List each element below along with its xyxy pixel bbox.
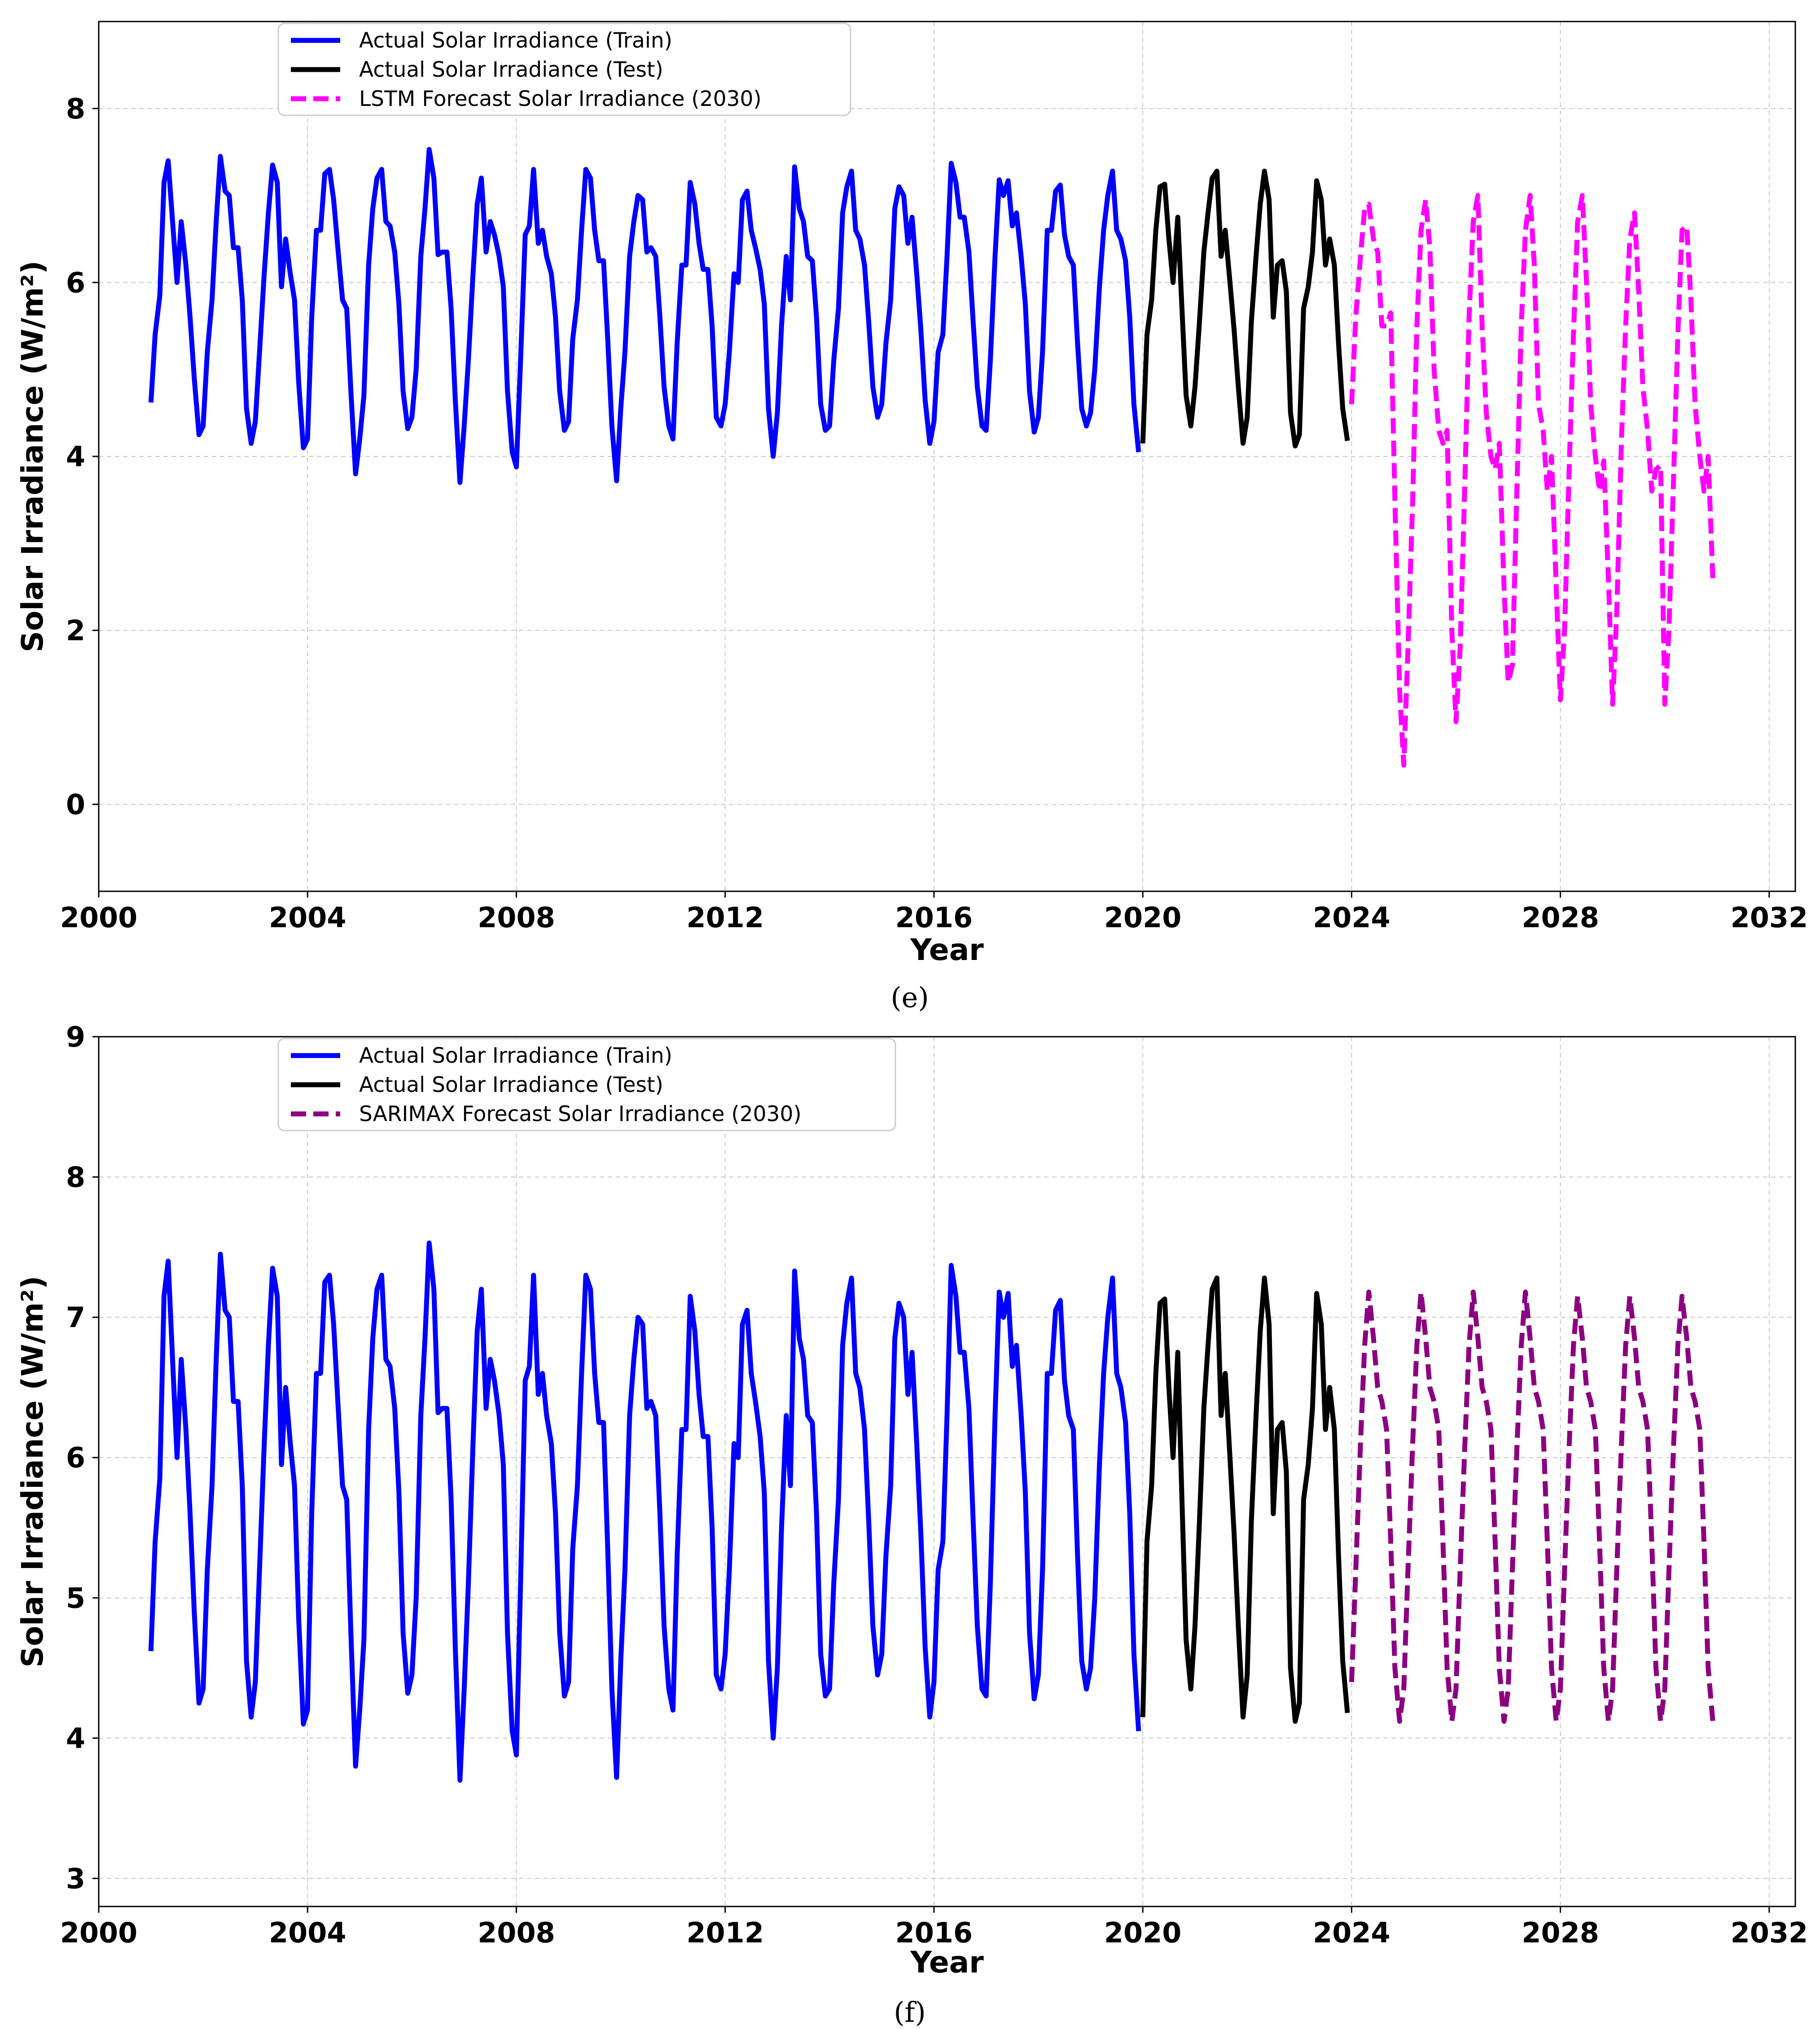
chart-panel-e: 2000 2004 2008 2012 2016 2020 2024 2028 2032 0 2 4 6… <box>15 21 1808 1014</box>
legend: Actual Solar Irradiance (Train) Actual So… <box>277 1038 896 1131</box>
x-tick-label: 2020 <box>1104 901 1182 934</box>
x-tick-label: 2032 <box>1731 901 1808 934</box>
x-tick-label: 2024 <box>1313 1916 1390 1949</box>
series-line-train <box>148 1240 1141 1783</box>
x-axis-title: Year <box>910 1945 984 1980</box>
series-line-forecast <box>1349 1289 1715 1724</box>
x-tick-label: 2000 <box>60 901 138 934</box>
y-tick-label: 7 <box>66 1301 85 1334</box>
y-tick-label: 4 <box>66 1722 85 1755</box>
y-tick-label: 4 <box>66 440 85 473</box>
legend-label: Actual Solar Irradiance (Train) <box>359 28 672 53</box>
x-tick-label: 2008 <box>478 1916 555 1949</box>
legend-label: Actual Solar Irradiance (Test) <box>359 57 663 82</box>
y-tick-label: 5 <box>66 1582 85 1614</box>
x-tick-label: 2028 <box>1522 1916 1599 1949</box>
legend-label: Actual Solar Irradiance (Train) <box>359 1043 672 1068</box>
x-tick-label: 2000 <box>60 1916 138 1949</box>
legend-label: LSTM Forecast Solar Irradiance (2030) <box>359 87 762 111</box>
y-tick-label: 2 <box>66 614 85 647</box>
legend-label: SARIMAX Forecast Solar Irradiance (2030) <box>359 1102 802 1126</box>
x-tick-label: 2008 <box>478 901 555 934</box>
legend-label: Actual Solar Irradiance (Test) <box>359 1073 663 1097</box>
x-tick-label: 2012 <box>686 901 764 934</box>
y-tick-label: 8 <box>66 92 85 125</box>
chart-panel-f: 2000 2004 2008 2012 2016 2020 2024 2028 2032 3 4 5 6… <box>15 1021 1808 2029</box>
panel-label: (e) <box>890 981 929 1014</box>
x-tick-label: 2032 <box>1731 1916 1808 1949</box>
panel-label: (f) <box>894 1996 925 2029</box>
y-axis-title: Solar Irradiance (W/m²) <box>15 261 50 653</box>
y-tick-label: 6 <box>66 266 85 299</box>
y-axis-title: Solar Irradiance (W/m²) <box>15 1276 50 1668</box>
x-axis-title: Year <box>910 933 984 967</box>
legend-box <box>277 22 851 116</box>
series-line-test <box>1140 168 1350 449</box>
x-tick-label: 2024 <box>1313 901 1390 934</box>
x-tick-label: 2016 <box>895 1916 973 1949</box>
x-tick-label: 2012 <box>686 1916 764 1949</box>
x-tick-label: 2004 <box>269 901 346 934</box>
x-tick-label: 2004 <box>269 1916 346 1949</box>
series-line-test <box>1140 1275 1350 1724</box>
y-tick-label: 3 <box>66 1862 85 1895</box>
y-tick-label: 6 <box>66 1442 85 1474</box>
x-tick-label: 2020 <box>1104 1916 1182 1949</box>
y-tick-label: 8 <box>66 1161 85 1194</box>
legend-box <box>277 1038 896 1131</box>
x-tick-label: 2028 <box>1522 901 1599 934</box>
x-tick-label: 2016 <box>895 901 973 934</box>
y-tick-label: 0 <box>66 788 85 821</box>
series-line-forecast <box>1349 193 1715 768</box>
series-line-train <box>148 147 1141 485</box>
plot-frame <box>98 1036 1796 1907</box>
y-tick-label: 9 <box>66 1021 85 1053</box>
legend: Actual Solar Irradiance (Train) Actual So… <box>277 22 851 116</box>
